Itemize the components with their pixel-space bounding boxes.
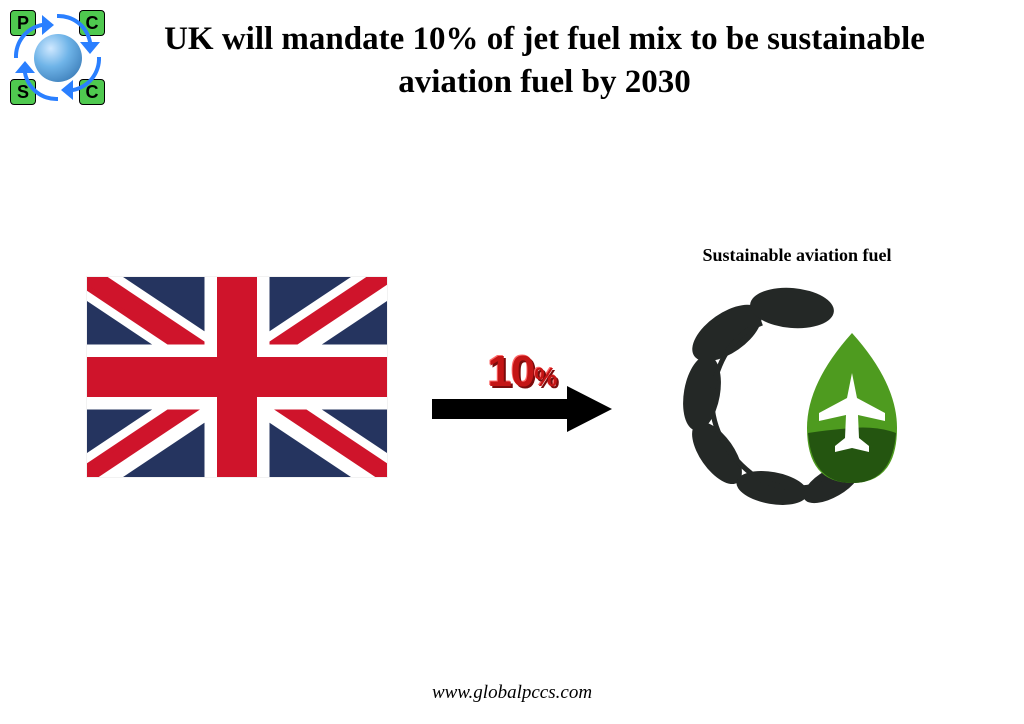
pccs-logo: P C S C: [10, 10, 105, 105]
saf-graphic-icon: [667, 278, 927, 508]
arrow-right-icon: [427, 384, 617, 434]
uk-flag-icon: [87, 277, 387, 477]
saf-label: Sustainable aviation fuel: [657, 245, 937, 266]
saf-block: Sustainable aviation fuel: [657, 245, 937, 508]
header: P C S C UK will mandate 10% of jet fuel …: [0, 0, 1024, 105]
logo-cycle-arrows-icon: [10, 10, 105, 105]
arrow-block: 10%: [427, 332, 617, 452]
infographic-content: 10% Sustainable aviation fuel: [0, 245, 1024, 508]
headline-title: UK will mandate 10% of jet fuel mix to b…: [105, 10, 1004, 104]
footer-url: www.globalpccs.com: [0, 682, 1024, 704]
